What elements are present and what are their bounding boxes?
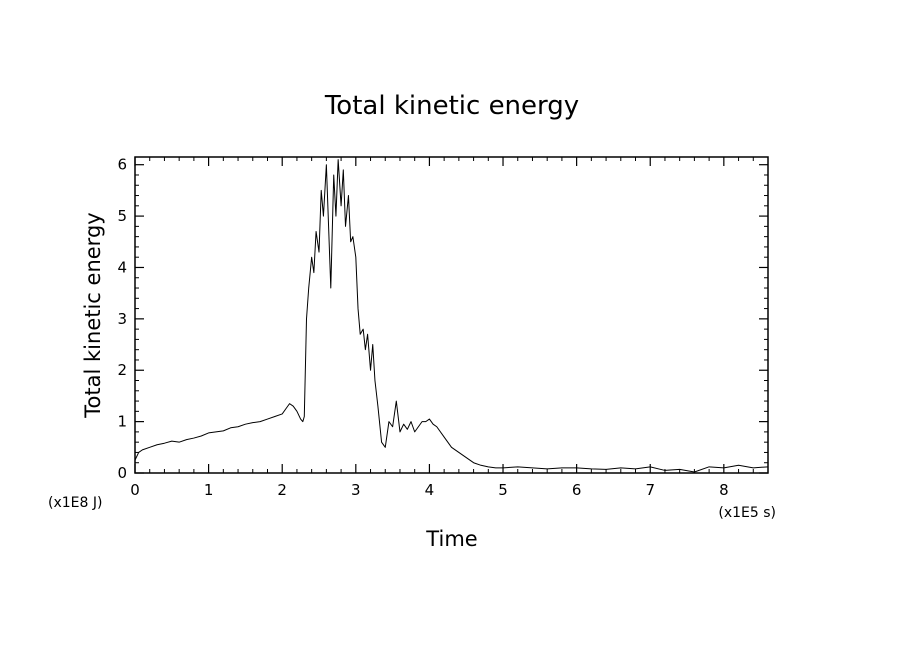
- x-tick-label: 6: [572, 481, 582, 499]
- x-tick-label: 2: [277, 481, 287, 499]
- chart-title: Total kinetic energy: [324, 91, 579, 121]
- x-axis-label: Time: [425, 527, 477, 551]
- y-tick-label: 4: [117, 258, 127, 276]
- x-tick-label: 1: [204, 481, 214, 499]
- x-tick-label: 0: [130, 481, 140, 499]
- x-tick-labels: 0 1 2 3 4 5 6 7 8: [130, 481, 728, 499]
- x-tick-label: 7: [645, 481, 655, 499]
- y-multiplier-label: (x1E8 J): [48, 495, 102, 511]
- x-tick-label: 5: [498, 481, 508, 499]
- y-tick-label: 0: [117, 464, 127, 482]
- y-tick-label: 1: [117, 413, 127, 431]
- tick-marks: [134, 157, 768, 474]
- x-tick-label: 3: [351, 481, 361, 499]
- y-tick-label: 2: [117, 361, 127, 379]
- x-tick-label: 8: [719, 481, 729, 499]
- y-tick-label: 5: [117, 207, 127, 225]
- y-tick-label: 3: [117, 310, 127, 328]
- x-tick-label: 4: [425, 481, 435, 499]
- x-multiplier-label: (x1E5 s): [718, 505, 776, 521]
- series-line: [134, 159, 769, 473]
- plot-frame: [134, 156, 769, 474]
- y-axis-label: Total kinetic energy: [81, 212, 105, 418]
- y-tick-labels: 0 1 2 3 4 5 6: [117, 156, 127, 482]
- y-tick-label: 6: [117, 156, 127, 174]
